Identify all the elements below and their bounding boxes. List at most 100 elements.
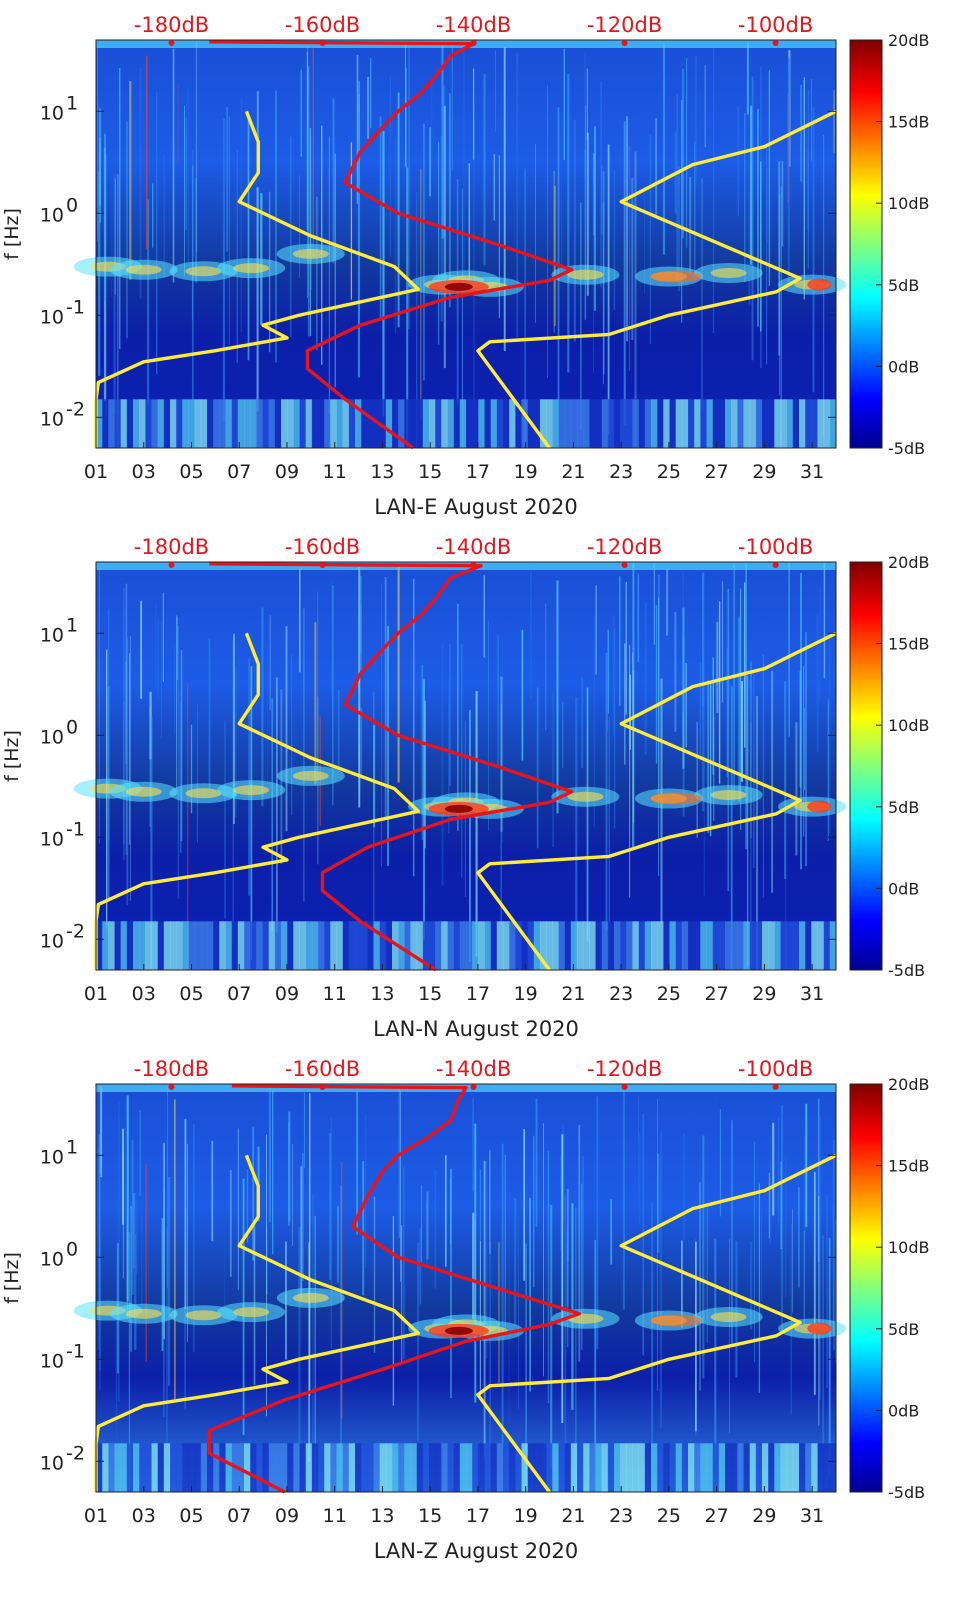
spectrogram-background xyxy=(96,562,836,970)
low-frequency-column xyxy=(496,399,504,448)
y-tick-label: 10 xyxy=(40,828,64,850)
x-tick-label: 09 xyxy=(275,983,299,1005)
low-frequency-column xyxy=(478,399,485,448)
microseism-blob-core xyxy=(710,268,747,278)
low-frequency-column xyxy=(163,921,171,970)
low-frequency-column xyxy=(176,399,183,448)
colorbar-tick-label: 5dB xyxy=(888,1320,919,1339)
microseism-blobs xyxy=(73,243,847,297)
low-frequency-column xyxy=(404,921,411,970)
y-tick-exponent: 1 xyxy=(66,614,78,636)
low-frequency-column xyxy=(718,1443,726,1492)
y-tick-label: 10 xyxy=(40,1452,64,1474)
x-tick-label: 03 xyxy=(132,983,156,1005)
low-frequency-column xyxy=(638,399,646,448)
x-tick-label: 01 xyxy=(84,461,108,483)
colorbar xyxy=(849,561,883,971)
low-frequency-column xyxy=(780,399,788,448)
x-tick-label: 05 xyxy=(179,1505,203,1527)
low-frequency-column xyxy=(268,1443,276,1492)
y-tick-label: 10 xyxy=(40,204,64,226)
colorbar-tick-label: 15dB xyxy=(888,1157,930,1176)
x-tick-label: 03 xyxy=(132,1505,156,1527)
low-frequency-column xyxy=(755,1443,763,1492)
top-tick-label: -140dB xyxy=(436,13,511,37)
low-frequency-column xyxy=(379,921,387,970)
top-tick-label: -180dB xyxy=(134,535,209,559)
low-frequency-column xyxy=(737,399,744,448)
low-frequency-column xyxy=(348,921,356,970)
colorbar xyxy=(849,1083,883,1493)
low-frequency-column xyxy=(552,399,559,448)
x-tick-label: 11 xyxy=(323,1505,347,1527)
low-frequency-column xyxy=(373,1443,381,1492)
low-frequency-column xyxy=(361,1443,368,1492)
low-frequency-column xyxy=(496,921,504,970)
top-tick-label: -180dB xyxy=(134,13,209,37)
plot-frame xyxy=(95,39,837,449)
top-tick-label: -120dB xyxy=(587,1057,662,1081)
colorbar-tick-label: -5dB xyxy=(888,1483,925,1502)
low-frequency-column xyxy=(429,1443,436,1492)
low-frequency-column xyxy=(102,1443,109,1492)
low-frequency-column xyxy=(490,1443,498,1492)
low-frequency-column xyxy=(219,921,226,970)
low-frequency-column xyxy=(361,399,368,448)
low-frequency-column xyxy=(805,921,812,970)
low-frequency-column xyxy=(577,399,584,448)
low-frequency-column xyxy=(792,399,800,448)
top-tick-mark xyxy=(319,40,326,46)
low-frequency-column xyxy=(786,399,794,448)
low-frequency-column xyxy=(299,921,307,970)
low-frequency-column xyxy=(447,399,455,448)
low-frequency-column xyxy=(570,1443,578,1492)
low-frequency-column xyxy=(188,1443,196,1492)
low-frequency-column xyxy=(626,921,633,970)
low-frequency-column xyxy=(669,1443,677,1492)
colorbar-tick-label: 20dB xyxy=(888,1075,930,1094)
y-tick-exponent: 0 xyxy=(66,1238,78,1260)
low-frequency-column xyxy=(157,1443,165,1492)
low-frequency-column xyxy=(731,1443,738,1492)
low-frequency-column xyxy=(521,399,529,448)
low-frequency-column xyxy=(466,921,473,970)
low-frequency-column xyxy=(348,399,356,448)
low-frequency-column xyxy=(213,921,220,970)
low-frequency-column xyxy=(207,399,214,448)
y-tick-label: 10 xyxy=(40,930,64,952)
low-frequency-column xyxy=(336,1443,344,1492)
x-tick-label: 29 xyxy=(752,461,776,483)
colorbar-tick-label: 20dB xyxy=(888,553,930,572)
low-frequency-column xyxy=(200,399,208,448)
colorbar-tick-label: 15dB xyxy=(888,113,930,132)
low-frequency-column xyxy=(163,1443,171,1492)
low-frequency-column xyxy=(694,1443,701,1492)
low-frequency-column xyxy=(577,921,584,970)
low-frequency-column xyxy=(398,921,405,970)
microseism-peak xyxy=(650,270,703,283)
low-frequency-column xyxy=(768,921,775,970)
microseism-peak xyxy=(650,792,703,805)
low-frequency-column xyxy=(577,1443,584,1492)
low-frequency-column xyxy=(792,921,800,970)
low-frequency-column xyxy=(570,921,578,970)
low-frequency-column xyxy=(583,921,590,970)
microseism-peak-core xyxy=(444,282,473,291)
low-frequency-column xyxy=(459,1443,467,1492)
low-frequency-column xyxy=(435,399,442,448)
low-frequency-column xyxy=(170,399,177,448)
low-frequency-column xyxy=(219,1443,226,1492)
spectrogram-background xyxy=(96,1084,836,1492)
top-tick-mark xyxy=(470,40,477,46)
x-tick-label: 01 xyxy=(84,1505,108,1527)
low-frequency-column xyxy=(632,399,640,448)
low-frequency-column xyxy=(712,921,720,970)
x-tick-label: 23 xyxy=(609,983,633,1005)
low-frequency-column xyxy=(398,399,405,448)
y-tick-label: 10 xyxy=(40,1146,64,1168)
top-tick-mark xyxy=(470,1084,477,1090)
x-tick-label: 29 xyxy=(752,1505,776,1527)
x-tick-label: 05 xyxy=(179,983,203,1005)
low-frequency-column xyxy=(237,399,245,448)
series-line-red-noise-model xyxy=(209,562,574,972)
